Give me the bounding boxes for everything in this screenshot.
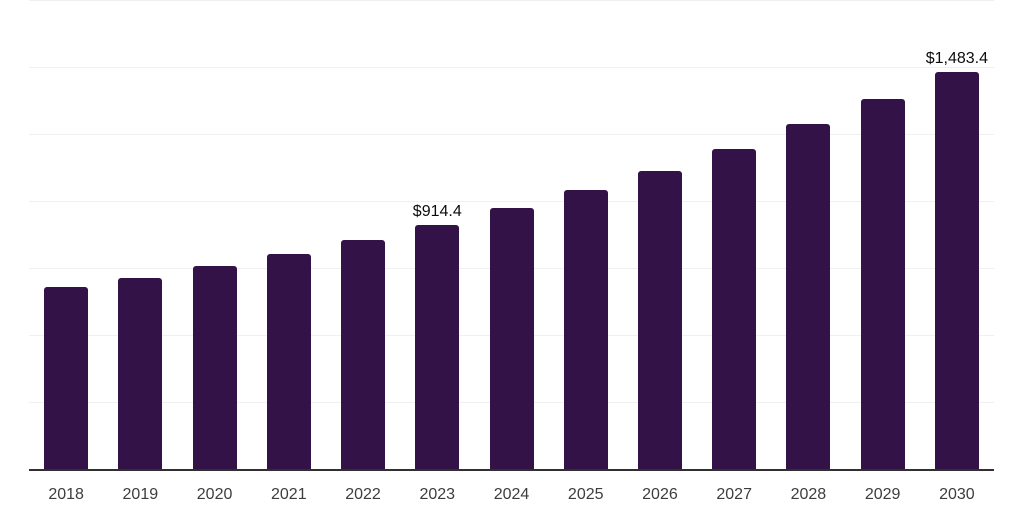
x-axis-labels: 2018 2019 2020 2021 2022 2023 2024 2025 2026 2027… <box>29 485 994 507</box>
x-tick-2029: 2029 <box>864 486 901 503</box>
bar-2018 <box>44 286 89 470</box>
x-tick-2019: 2019 <box>122 486 159 503</box>
bar-2030 <box>934 72 979 470</box>
gridline <box>29 67 994 68</box>
x-tick-2026: 2026 <box>642 486 678 503</box>
bar-2020 <box>192 265 237 470</box>
x-tick-2021: 2021 <box>271 486 307 503</box>
x-tick-2028: 2028 <box>790 486 827 503</box>
x-tick-2023: 2023 <box>419 486 456 503</box>
x-tick-2022: 2022 <box>345 486 381 503</box>
x-tick-2030: 2030 <box>939 486 975 503</box>
bar-2027 <box>712 148 757 470</box>
bar-2024 <box>489 207 534 470</box>
x-tick-2020: 2020 <box>196 486 233 503</box>
x-axis-line <box>29 469 994 471</box>
x-tick-2025: 2025 <box>567 486 604 503</box>
bar-2026 <box>637 170 682 470</box>
bar-2028 <box>786 124 831 470</box>
value-label-2030: $1,483.4 <box>925 50 989 68</box>
plot-area: $914.4 $1,483.4 <box>29 0 994 470</box>
bar-2029 <box>860 98 905 470</box>
x-tick-2027: 2027 <box>716 486 752 503</box>
gridline <box>29 201 994 202</box>
x-tick-2024: 2024 <box>493 486 530 503</box>
gridline <box>29 134 994 135</box>
bar-2021 <box>266 253 311 470</box>
bar-2025 <box>563 189 608 470</box>
bar-2019 <box>118 278 163 470</box>
bar-2022 <box>341 240 386 470</box>
gridline <box>29 0 994 1</box>
value-label-2023: $914.4 <box>412 202 462 220</box>
x-tick-2018: 2018 <box>48 486 84 503</box>
bar-2023 <box>415 224 460 470</box>
